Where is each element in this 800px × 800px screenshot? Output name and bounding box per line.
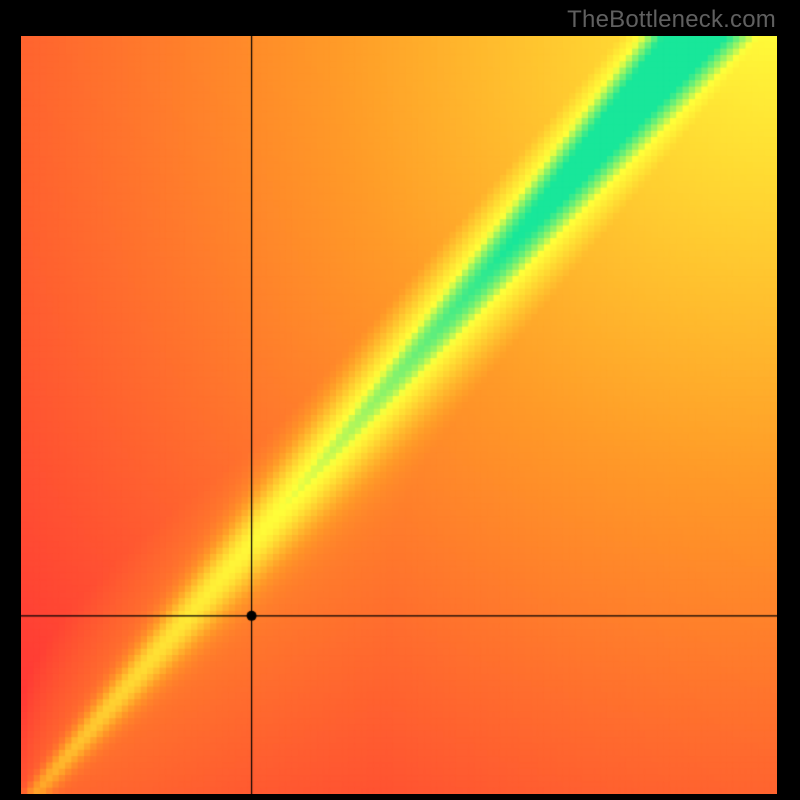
watermark-text: TheBottleneck.com — [567, 6, 776, 34]
bottleneck-heatmap — [21, 36, 777, 794]
